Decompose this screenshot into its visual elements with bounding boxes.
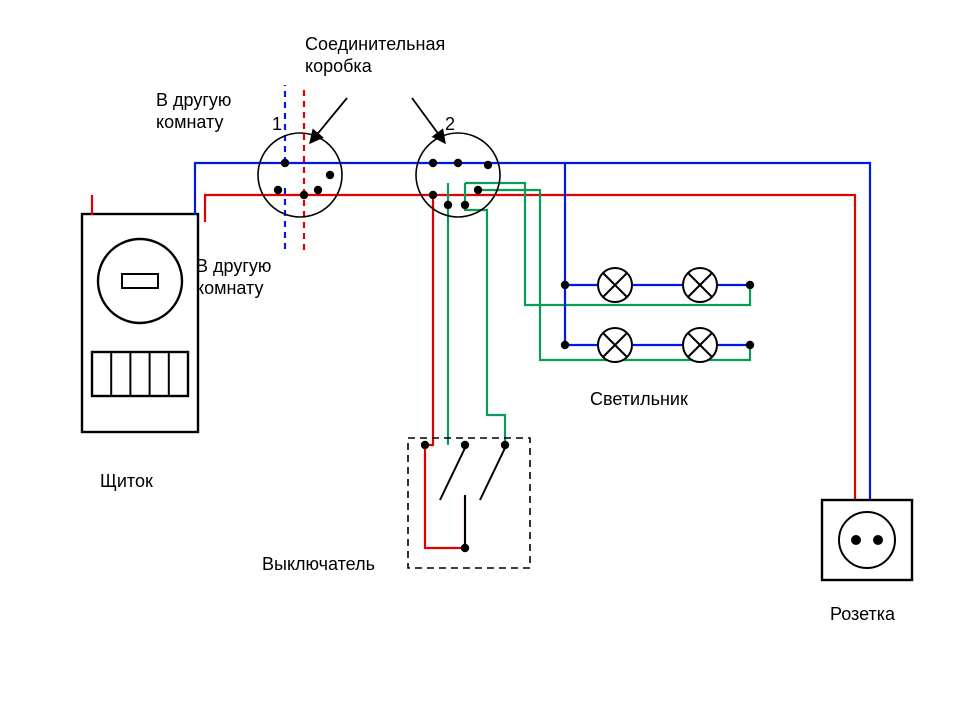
connection-node <box>326 171 334 179</box>
label-box1_num: 1 <box>272 114 282 134</box>
connection-node <box>429 191 437 199</box>
connection-node <box>484 161 492 169</box>
meter-display <box>122 274 158 288</box>
label-junction_title-l1: Соединительная <box>305 34 445 54</box>
connection-node <box>429 159 437 167</box>
connection-node <box>746 281 754 289</box>
label-panel: Щиток <box>100 471 153 491</box>
label-another_room_mid-l1: В другую <box>196 256 271 276</box>
label-socket: Розетка <box>830 604 896 624</box>
wiring-diagram: В другуюкомнатуСоединительнаякоробкаВ др… <box>0 0 960 720</box>
label-another_room_top-l2: комнату <box>156 112 223 132</box>
connection-node <box>444 201 452 209</box>
connection-node <box>421 441 429 449</box>
connection-node <box>454 159 462 167</box>
junction-box-2 <box>416 133 500 217</box>
label-lamp: Светильник <box>590 389 688 409</box>
wire <box>465 183 505 445</box>
connection-node <box>461 544 469 552</box>
connection-node <box>474 186 482 194</box>
label-box2_num: 2 <box>445 114 455 134</box>
label-junction_title-l2: коробка <box>305 56 373 76</box>
label-arrow <box>310 98 347 143</box>
wire <box>195 163 870 500</box>
connection-node <box>461 441 469 449</box>
connection-node <box>314 186 322 194</box>
connection-node <box>561 281 569 289</box>
label-another_room_mid-l2: комнату <box>196 278 263 298</box>
connection-node <box>274 186 282 194</box>
breaker-row <box>92 352 188 396</box>
label-another_room_top-l1: В другую <box>156 90 231 110</box>
connection-node <box>281 159 289 167</box>
connection-node <box>461 201 469 209</box>
connection-node <box>561 341 569 349</box>
connection-node <box>746 341 754 349</box>
label-arrow <box>412 98 445 143</box>
wire <box>425 195 465 548</box>
socket-face-icon <box>839 512 895 568</box>
connection-node <box>300 191 308 199</box>
label-switch: Выключатель <box>262 554 375 574</box>
meter-icon <box>98 239 182 323</box>
connection-node <box>501 441 509 449</box>
